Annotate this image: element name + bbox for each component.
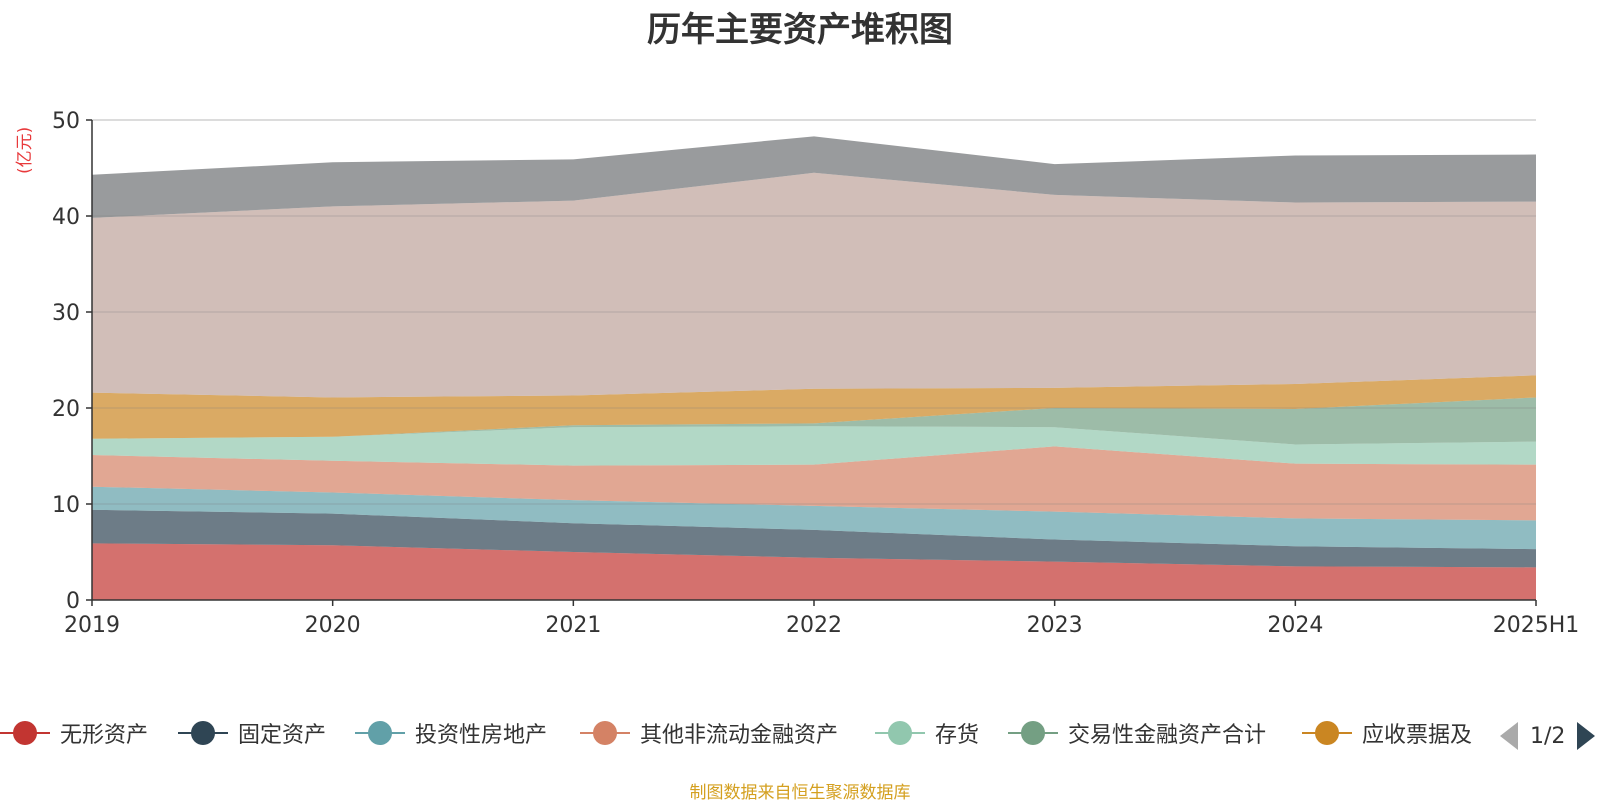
x-tick-label-2: 2021 <box>545 613 601 638</box>
legend-marker <box>580 715 630 751</box>
legend-marker <box>0 715 50 751</box>
legend-item-3[interactable]: 其他非流动金融资产 <box>580 715 838 751</box>
legend-marker <box>178 715 228 751</box>
area-series-5 <box>92 397 1536 445</box>
legend-item-6[interactable]: 应收票据及 <box>1302 715 1472 751</box>
x-tick-label-3: 2022 <box>786 613 842 638</box>
y-tick-label-5: 50 <box>52 109 80 134</box>
legend-pager: 1/2 <box>1500 718 1596 754</box>
chart-title: 历年主要资产堆积图 <box>647 10 953 50</box>
legend-item-1[interactable]: 固定资产 <box>178 715 326 751</box>
legend-item-0[interactable]: 无形资产 <box>0 715 148 751</box>
legend-label: 投资性房地产 <box>415 723 548 748</box>
legend: 无形资产 固定资产 投资性房地产 其他非流动金融资产 存货 交易性金融资产合计 应收票据及 <box>0 715 1600 755</box>
triangle-left-icon[interactable] <box>1500 722 1518 750</box>
legend-marker <box>355 715 405 751</box>
area-series-7 <box>92 172 1536 398</box>
x-tick-label-4: 2023 <box>1027 613 1083 638</box>
area-series-0 <box>92 543 1536 600</box>
legend-item-4[interactable]: 存货 <box>875 715 979 751</box>
area-series-4 <box>92 426 1536 466</box>
legend-label: 应收票据及 <box>1362 723 1473 748</box>
y-tick-label-4: 40 <box>52 205 80 230</box>
legend-marker <box>875 715 925 751</box>
legend-page-indicator: 1/2 <box>1530 723 1566 749</box>
triangle-right-icon[interactable] <box>1577 722 1596 750</box>
legend-item-2[interactable]: 投资性房地产 <box>355 715 547 751</box>
area-series-1 <box>92 509 1536 568</box>
y-tick-label-0: 0 <box>66 589 80 614</box>
legend-marker <box>1008 715 1058 751</box>
legend-item-5[interactable]: 交易性金融资产合计 <box>1008 715 1266 751</box>
legend-label: 其他非流动金融资产 <box>640 723 839 748</box>
area-series-8 <box>92 136 1536 218</box>
legend-label: 交易性金融资产合计 <box>1068 723 1267 748</box>
stacked-area-chart: 0 10 20 30 40 50 2019 2020 2021 2022 2023 2024 2025H… <box>52 109 1580 638</box>
area-series-6 <box>92 375 1536 439</box>
x-tick-label-6: 2025H1 <box>1493 613 1580 638</box>
area-series-2 <box>92 486 1536 550</box>
x-tick-label-0: 2019 <box>64 613 120 638</box>
y-tick-label-3: 30 <box>52 301 80 326</box>
legend-label: 固定资产 <box>238 723 327 748</box>
legend-marker <box>1302 715 1352 751</box>
x-tick-label-5: 2024 <box>1267 613 1323 638</box>
y-tick-label-2: 20 <box>52 397 80 422</box>
area-series-3 <box>92 446 1536 521</box>
x-tick-label-1: 2020 <box>305 613 361 638</box>
legend-label: 无形资产 <box>60 723 149 748</box>
data-source-note: 制图数据来自恒生聚源数据库 <box>689 783 911 803</box>
legend-label: 存货 <box>935 723 980 748</box>
y-tick-label-1: 10 <box>52 493 80 518</box>
